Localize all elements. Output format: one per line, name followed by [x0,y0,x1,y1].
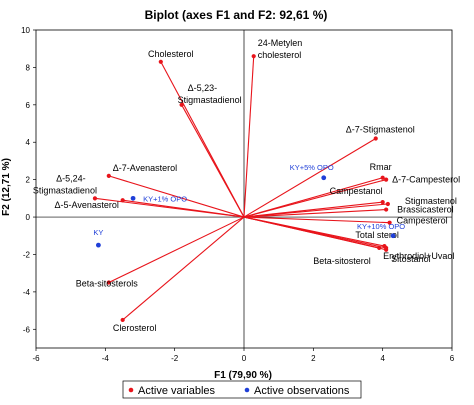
variable-label: Campesterol [397,216,448,226]
variable-label: Δ-5-Avenasterol [54,200,118,210]
variable-point [380,175,385,180]
legend-marker-observations [244,387,250,393]
variable-label: Campestanol [330,186,383,196]
variable-point [373,136,378,141]
variable-vector [122,199,245,218]
y-tick-label: 0 [26,213,31,222]
x-tick-label: -6 [32,354,40,363]
plot-area: -6 -4 -2 0 2 4 6 -6 -4 -2 0 2 4 6 8 10 Cholesterol 24-Met… [21,26,460,363]
variable-point [387,220,392,225]
variable-point [385,201,390,207]
x-tick-label: 0 [242,354,247,363]
legend-marker-variables [128,387,134,393]
observation-point [321,175,327,181]
variable-point [251,54,256,59]
variable-label: Δ-7-Campesterol [392,175,460,185]
variable-label: Rmar [370,162,392,172]
variable-vector [243,203,388,218]
observation-point [130,195,136,201]
observation-label: KY+10% OPO [357,222,405,231]
variable-label: Δ-5,24- [56,173,86,183]
variable-label: Beta-sitosterol [313,256,371,266]
variable-vector [243,179,387,218]
variable-label: Clerosterol [113,323,157,333]
observation-point [96,242,101,248]
x-axis-title: F1 (79,90 %) [214,370,272,381]
observation-point [390,233,396,239]
variable-point [92,196,98,201]
variable-point [384,177,389,182]
variable-label: Cholesterol [148,49,194,59]
variable-label: Stigmastadienol [33,185,97,195]
variable-vector [122,216,245,321]
variable-vector [108,216,245,284]
variable-point [120,198,125,203]
observation-label: KY [93,228,103,237]
y-tick-label: 10 [21,26,30,35]
legend-label-variables: Active variables [138,385,216,397]
y-tick-label: -2 [23,250,31,259]
variable-label: Stigmastenol [405,196,457,206]
variable-vector [243,216,390,224]
variable-label: Sitostanol [391,254,431,264]
variable-vector [243,216,387,251]
chart-title: Biplot (axes F1 and F2: 92,61 %) [145,8,328,22]
variable-label: Brassicasterol [397,205,454,215]
variable-point [384,247,389,252]
variable-label: Δ-5,23- [188,83,218,93]
x-tick-label: 6 [450,354,455,363]
variable-label: 24-Metylen [258,38,303,48]
x-tick-label: 2 [311,354,316,363]
variable-label: Δ-7-Avenasterol [113,163,177,173]
y-tick-label: 8 [26,63,31,72]
x-tick-label: 4 [380,354,385,363]
y-tick-label: 6 [26,101,31,110]
y-tick-label: 4 [26,138,31,147]
observation-label: KY+1% OPO [143,194,187,203]
variable-point [179,102,184,107]
legend: Active variables Active observations [122,380,362,399]
variable-point [380,199,385,205]
variable-label: Beta-sitosterols [76,279,139,289]
variable-label: Total sterol [355,230,399,240]
variable-vector [181,104,245,218]
variable-vector [243,138,377,218]
y-tick-label: -4 [23,288,31,297]
variable-label: Erythrodiol+Uvaol [383,251,454,261]
variable-vector [243,56,255,218]
legend-box [122,380,362,399]
observation-label: KY+5% OPO [290,163,334,172]
variable-point [158,59,163,64]
y-tick-label: 2 [26,176,31,185]
y-axis-title: F2 (12,71 %) [1,158,12,216]
x-tick-label: -2 [171,354,179,363]
variable-vector [108,175,245,218]
variable-label: Stigmastadienol [178,95,242,105]
variable-point [106,173,111,179]
variable-vector [243,209,387,218]
variable-point [384,207,389,212]
variable-point [106,280,111,285]
legend-label-observations: Active observations [254,385,350,397]
variable-point [120,317,125,323]
x-tick-label: -4 [102,354,110,363]
variable-label: cholesterol [258,50,302,60]
variable-label: Δ-7-Stigmastenol [346,124,415,134]
y-tick-label: -6 [23,325,31,334]
